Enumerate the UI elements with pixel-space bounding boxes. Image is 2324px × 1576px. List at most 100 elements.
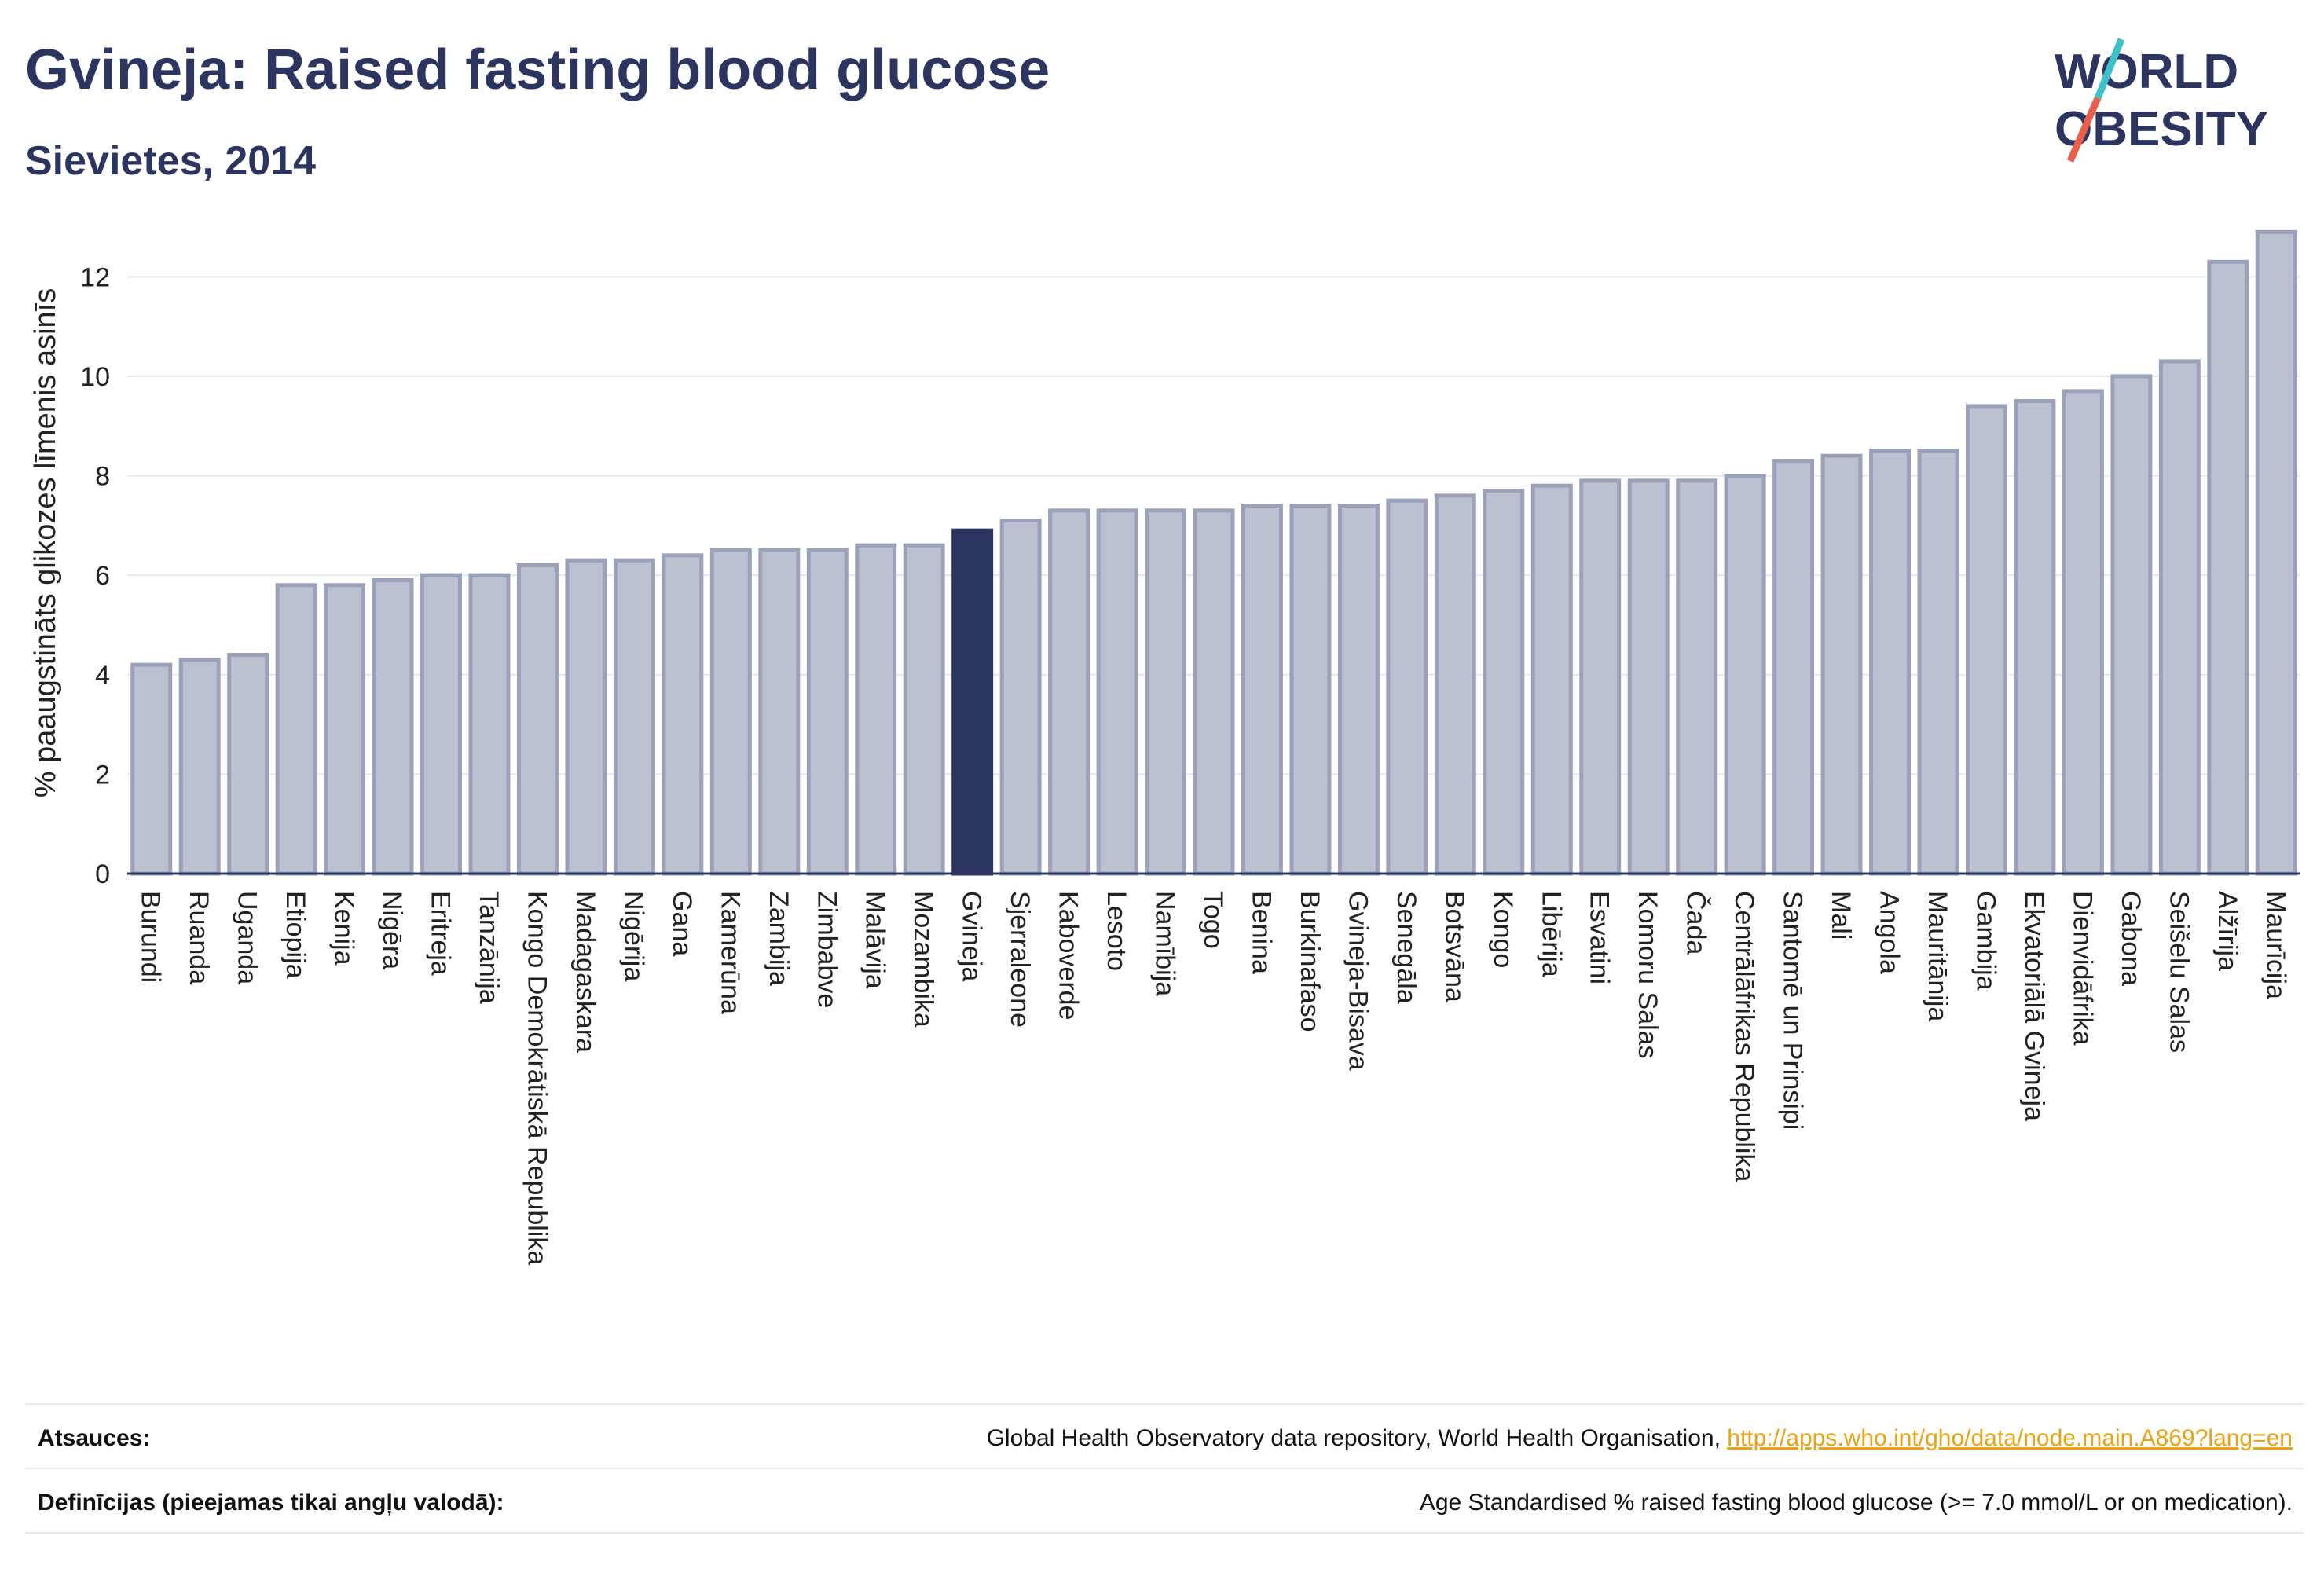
x-tick-label: Maurīcija: [2260, 891, 2290, 999]
y-tick-label: 2: [95, 760, 110, 790]
x-tick-label: Madagaskara: [570, 891, 600, 1053]
x-tick-label: Namībija: [1150, 891, 1180, 996]
y-tick-label: 0: [95, 859, 110, 889]
x-tick-label: Seišelu Salas: [2164, 891, 2194, 1053]
x-tick-label: Libērija: [1536, 891, 1566, 977]
bar: [662, 553, 704, 876]
bar: [1772, 459, 1815, 876]
bar: [2062, 389, 2104, 876]
bar: [2158, 359, 2201, 876]
x-tick-label: Kongo Demokrātiskā Republika: [522, 891, 552, 1265]
x-tick-label: Uganda: [233, 891, 262, 984]
x-tick-label: Gvineja: [957, 891, 987, 981]
bar: [1820, 453, 1863, 876]
x-tick-label: Benina: [1246, 891, 1276, 974]
bar: [420, 573, 463, 876]
y-tick-label: 10: [80, 362, 110, 392]
x-tick-label: Alžīrija: [2212, 891, 2242, 971]
x-tick-label: Esvatini: [1585, 891, 1615, 984]
x-tick-label: Eritreja: [426, 891, 456, 976]
bar: [999, 519, 1042, 876]
y-axis-label: % paaugstināts glikozes līmenis asinīs: [29, 288, 62, 797]
sources-text: Global Health Observatory data repositor…: [986, 1425, 1728, 1451]
x-tick-label: Mali: [1826, 891, 1856, 940]
definitions-label: Definīcijas (pieejamas tikai angļu valod…: [38, 1490, 504, 1516]
x-tick-label: Kongo: [1488, 891, 1518, 968]
bar: [1724, 474, 1766, 876]
bar: [1869, 449, 1912, 876]
bar: [613, 558, 655, 876]
x-tick-label: Ekvatoriālā Gvineja: [2019, 891, 2049, 1121]
x-tick-label: Botsvāna: [1439, 891, 1469, 1002]
bar: [324, 583, 366, 876]
x-tick-label: Burkinafaso: [1295, 891, 1325, 1032]
bar: [806, 548, 849, 876]
x-tick-label: Etiopija: [280, 891, 310, 979]
x-tick-label: Tanzānija: [474, 891, 504, 1004]
bar: [903, 543, 945, 876]
bar: [275, 583, 317, 876]
footer-divider: [25, 1468, 2304, 1469]
bar: [372, 577, 414, 876]
bar: [130, 662, 173, 876]
x-tick-label: Zimbabve: [812, 891, 841, 1008]
x-tick-label: Gabona: [2116, 891, 2146, 986]
y-tick-label: 12: [80, 262, 110, 292]
x-tick-label: Malāvija: [860, 891, 890, 989]
world-obesity-logo: WORLD OBESITY: [2055, 38, 2268, 163]
x-tick-label: Mauritānija: [1923, 891, 1952, 1021]
sources-label: Atsauces:: [38, 1425, 151, 1451]
bar: [1434, 493, 1476, 876]
x-tick-label: Kaboverde: [1054, 891, 1083, 1020]
bar: [1048, 508, 1091, 876]
bar-chart: 0 2 4 6 8 10 12 % paaugstināts glikozes līmenis…: [29, 229, 2300, 1265]
bar: [227, 652, 269, 876]
bar: [951, 528, 994, 876]
bar: [1241, 504, 1283, 876]
x-tick-label: Nigēra: [377, 891, 407, 969]
bar: [1193, 508, 1235, 876]
bar: [1337, 504, 1380, 876]
x-tick-label: Komoru Salas: [1633, 891, 1662, 1059]
bar: [2014, 399, 2056, 876]
sources-link[interactable]: http://apps.who.int/gho/data/node.main.A…: [1727, 1425, 2293, 1451]
x-tick-label: Kamerūna: [715, 891, 745, 1014]
footer-divider: [25, 1532, 2304, 1534]
bar: [1917, 449, 1959, 876]
bar: [1289, 504, 1332, 876]
x-tick-label: Ruanda: [184, 891, 214, 984]
chart-subtitle: Sievietes, 2014: [25, 138, 317, 184]
x-tick-label: Mozambika: [908, 891, 938, 1028]
sources-value: Global Health Observatory data repositor…: [987, 1425, 2293, 1452]
bar: [2255, 229, 2297, 876]
bar: [1386, 498, 1428, 876]
x-tick-label: Togo: [1198, 891, 1228, 949]
x-tick-label: Angola: [1875, 891, 1904, 974]
x-tick-label: Centrālāfrikas Republika: [1729, 891, 1759, 1182]
x-tick-label: Burundi: [136, 891, 166, 983]
x-tick-label: Santomē un Prinsipi: [1778, 891, 1808, 1130]
bar: [709, 548, 752, 876]
x-tick-label: Nigērija: [618, 891, 648, 981]
bar: [1579, 478, 1622, 876]
bar: [2110, 374, 2153, 876]
x-tick-label: Lesoto: [1102, 891, 1131, 971]
bar: [1965, 404, 2007, 876]
svg-text:WORLD: WORLD: [2055, 45, 2238, 99]
chart-title: Gvineja: Raised fasting blood glucose: [25, 38, 1050, 101]
bar: [2207, 259, 2249, 876]
bar: [1483, 489, 1525, 876]
bar: [565, 558, 607, 876]
bar: [1145, 508, 1187, 876]
x-tick-label: Gana: [667, 891, 697, 956]
x-tick-label: Čada: [1681, 891, 1711, 955]
x-tick-label: Zambija: [764, 891, 794, 986]
bar: [1096, 508, 1138, 876]
x-tick-label: Senegāla: [1391, 891, 1421, 1004]
footer-divider: [25, 1403, 2304, 1405]
bar: [1530, 483, 1573, 876]
x-tick-label: Sjerraleone: [1005, 891, 1035, 1028]
bar: [178, 658, 221, 876]
y-tick-label: 8: [95, 462, 110, 492]
x-tick-label: Kenija: [329, 891, 359, 966]
